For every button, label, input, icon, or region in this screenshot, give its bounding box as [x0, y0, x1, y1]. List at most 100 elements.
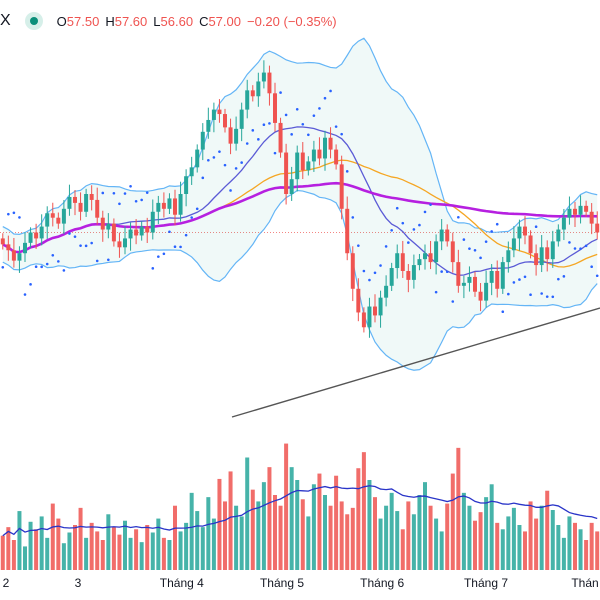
volume-bar [11, 540, 16, 570]
candle-body [539, 247, 544, 266]
candle-body [11, 250, 16, 261]
volume-bar [200, 527, 205, 570]
volume-bar [567, 516, 572, 570]
volume-bar [250, 489, 255, 570]
candle-body [506, 250, 511, 263]
candle [128, 222, 133, 251]
candle-body [134, 229, 139, 236]
sar-dot [362, 269, 366, 273]
sar-dot [223, 163, 227, 167]
sar-dot [379, 264, 382, 267]
sar-dot [12, 211, 16, 215]
sar-dot [534, 225, 538, 229]
candle-body [23, 242, 27, 254]
market-status-icon[interactable] [24, 12, 43, 30]
sar-dot [545, 295, 549, 298]
volume-bar [95, 531, 100, 570]
sar-dot [301, 122, 305, 126]
candle [534, 244, 539, 276]
volume-bar [367, 480, 372, 570]
sar-dot [112, 191, 116, 195]
sar-dot [390, 228, 393, 232]
sar-dot [579, 247, 582, 250]
candle-body [250, 90, 255, 97]
candle [89, 185, 94, 211]
sar-dot [295, 108, 299, 111]
candle-body [123, 238, 127, 248]
low-label: L [153, 13, 161, 29]
symbol-label[interactable]: X [0, 12, 11, 29]
candle-body [156, 202, 161, 212]
volume-bar [84, 537, 89, 570]
sar-dot [290, 133, 293, 136]
volume-bar [50, 503, 55, 570]
sar-dot [590, 265, 593, 269]
volume-bar [156, 518, 161, 570]
candle [523, 216, 527, 245]
candle [595, 211, 600, 240]
candle [178, 181, 183, 222]
volume-bar [339, 501, 344, 570]
candle [567, 196, 572, 225]
candle-body [523, 226, 527, 236]
sar-dot [245, 142, 249, 145]
sar-dot [234, 167, 238, 170]
candle [167, 193, 172, 214]
candle-body [239, 109, 244, 129]
volume-bar [189, 492, 194, 570]
volume-bar [323, 495, 327, 570]
volume-bar [273, 495, 277, 570]
candle [289, 166, 294, 201]
candle [328, 127, 333, 159]
candle-body [595, 223, 600, 233]
sar-dot [384, 245, 388, 248]
sar-dot [157, 255, 160, 258]
trendline[interactable] [231, 307, 600, 418]
candle [467, 266, 472, 292]
bollinger-upper [2, 37, 598, 235]
candle-body [100, 217, 105, 230]
sar-dot [407, 241, 410, 244]
candle [111, 218, 116, 247]
candle [273, 82, 277, 132]
candle [439, 219, 444, 251]
candle [434, 234, 439, 275]
sar-dot [445, 270, 449, 274]
sar-dot [551, 295, 555, 299]
candle-body [306, 161, 311, 171]
candle-body [428, 253, 433, 263]
sar-dot [118, 202, 121, 206]
volume-bar [111, 527, 116, 570]
candle-body [439, 229, 444, 242]
volume-bar [28, 521, 33, 570]
candle [106, 213, 111, 239]
candle [300, 142, 305, 180]
sar-dot [218, 150, 221, 153]
sar-dot [251, 129, 255, 132]
sar-dot [284, 113, 288, 117]
candle [389, 262, 394, 291]
candle [317, 137, 322, 166]
x-tick-label: Thán [571, 576, 599, 590]
sar-dot [257, 138, 260, 141]
volume-bar [411, 514, 416, 570]
volume-bars [0, 443, 600, 570]
candle-body [278, 122, 283, 153]
x-tick-label: Tháng 7 [463, 576, 509, 590]
candle-body [61, 208, 66, 224]
sar-dot [151, 267, 155, 270]
candle-body [561, 217, 566, 230]
sar-dot [540, 292, 543, 295]
candle [211, 102, 216, 133]
volume-bar [417, 495, 422, 570]
candle [384, 275, 389, 307]
sar-dot [79, 244, 82, 247]
candle [250, 85, 255, 102]
volume-ma-path [2, 485, 598, 537]
candle-body [84, 194, 89, 212]
candle [11, 237, 16, 268]
candle [278, 117, 283, 158]
sar-dot [557, 277, 560, 281]
sar-dot [45, 262, 49, 266]
